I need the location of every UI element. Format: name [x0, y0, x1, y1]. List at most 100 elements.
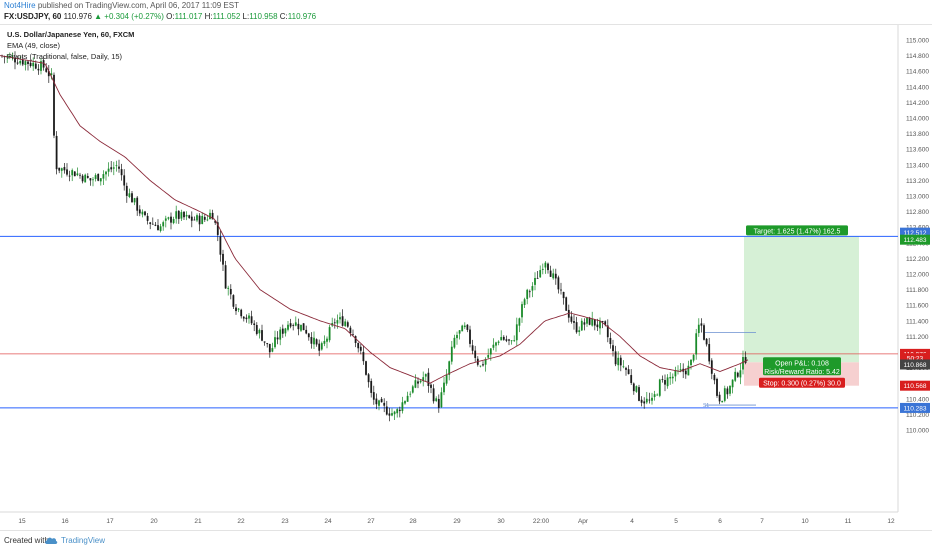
candle-body [674, 370, 677, 377]
candle-body [245, 317, 248, 320]
candle-body [320, 343, 323, 350]
candle-body [40, 61, 42, 71]
candle-body [684, 370, 687, 375]
candle-body [487, 355, 490, 358]
candle-body [346, 322, 349, 327]
candle-body [94, 175, 97, 179]
y-tick-label: 113.800 [906, 131, 929, 138]
candle-body [687, 365, 690, 376]
candle-body [731, 379, 734, 388]
candle-body [492, 344, 495, 348]
candle-body [440, 392, 443, 408]
candle-body [591, 318, 594, 326]
candle-body [37, 68, 40, 71]
candle-body [19, 61, 22, 64]
stop-label [759, 377, 845, 388]
x-tick-label: 11 [845, 518, 852, 525]
candle-body [627, 369, 630, 375]
position-target-zone[interactable] [744, 236, 859, 363]
candle-body [227, 287, 230, 289]
candle-body [404, 401, 406, 404]
candle-body [261, 330, 263, 341]
candle-body [276, 337, 279, 340]
candle-body [508, 339, 510, 341]
legend-title: U.S. Dollar/Japanese Yen, 60, FXCM [7, 30, 135, 39]
candle-body [118, 166, 120, 169]
candle-body [120, 169, 123, 176]
candle-body [482, 364, 484, 366]
y-tick-label: 113.200 [906, 178, 929, 185]
candle-body [164, 218, 167, 221]
author-link[interactable]: Not4Hire [4, 1, 36, 10]
candle-body [526, 289, 529, 299]
candle-body [495, 342, 497, 346]
candle-body [723, 388, 726, 401]
price-axis[interactable] [898, 25, 932, 530]
candle-body [123, 175, 126, 186]
candle-body [84, 174, 87, 183]
candle-body [466, 324, 469, 330]
candle-body [297, 323, 300, 330]
candle-body [596, 324, 599, 328]
candle-body [300, 324, 302, 331]
candle-body [185, 214, 188, 217]
ema-line [0, 55, 749, 384]
candle-body [263, 341, 266, 343]
candle-body [560, 289, 562, 291]
symbol-label: FX:USDJPY, 60 [4, 12, 62, 21]
candle-body [310, 337, 313, 344]
candle-body [323, 340, 326, 344]
candle-body [336, 320, 339, 324]
candle-body [216, 222, 219, 235]
candle-body [661, 379, 664, 380]
candle-body [29, 62, 32, 66]
candle-body [219, 236, 222, 255]
candle-body [162, 222, 165, 227]
candle-body [253, 323, 256, 326]
candle-body [580, 320, 583, 331]
candle-body [666, 377, 669, 387]
candle-body [177, 210, 180, 219]
x-tick-label: 21 [194, 518, 202, 525]
y-tick-label: 114.000 [906, 116, 929, 123]
candle-body [138, 209, 141, 214]
candle-body [271, 348, 274, 352]
candle-body [133, 198, 136, 203]
candle-body [11, 56, 14, 58]
candle-body [700, 323, 703, 326]
candle-body [151, 223, 154, 225]
pnl-label-text: Risk/Reward Ratio: 5.42 [764, 369, 840, 376]
x-tick-label: 30 [497, 518, 505, 525]
candle-body [248, 315, 250, 319]
candle-body [614, 351, 617, 365]
low-label: L: [242, 12, 250, 21]
created-with-label: Created with [4, 536, 49, 545]
candle-body [125, 185, 128, 196]
candle-body [237, 308, 240, 310]
candle-body [136, 197, 139, 211]
candle-body [656, 394, 659, 396]
candle-body [112, 167, 115, 169]
candle-body [359, 346, 362, 351]
axis-tag-target-line-text: 112.483 [903, 237, 926, 244]
candle-body [255, 325, 258, 334]
low-value: 110.958 [249, 12, 278, 21]
price-chart[interactable]: 115.000 114.800 114.600 114.400 114.200 114.0… [0, 25, 932, 530]
y-tick-label: 111.800 [906, 287, 929, 294]
x-tick-label: 4 [630, 518, 634, 525]
candle-body [609, 338, 612, 345]
target-label-text: Target: 1.625 (1.47%) 162.5 [754, 228, 841, 235]
candle-body [318, 343, 321, 351]
y-tick-label: 110.200 [906, 412, 929, 419]
tradingview-brand[interactable]: TradingView [61, 536, 106, 545]
candle-body [47, 71, 50, 77]
candle-body [588, 317, 591, 325]
candle-body [458, 330, 461, 334]
candle-body [518, 318, 521, 326]
axis-tag-target-text: 112.512 [903, 230, 926, 237]
x-tick-label: 22:00 [533, 518, 550, 525]
candle-body [81, 175, 84, 182]
candle-body [471, 345, 474, 351]
candle-body [638, 387, 640, 401]
candle-body [515, 324, 518, 341]
